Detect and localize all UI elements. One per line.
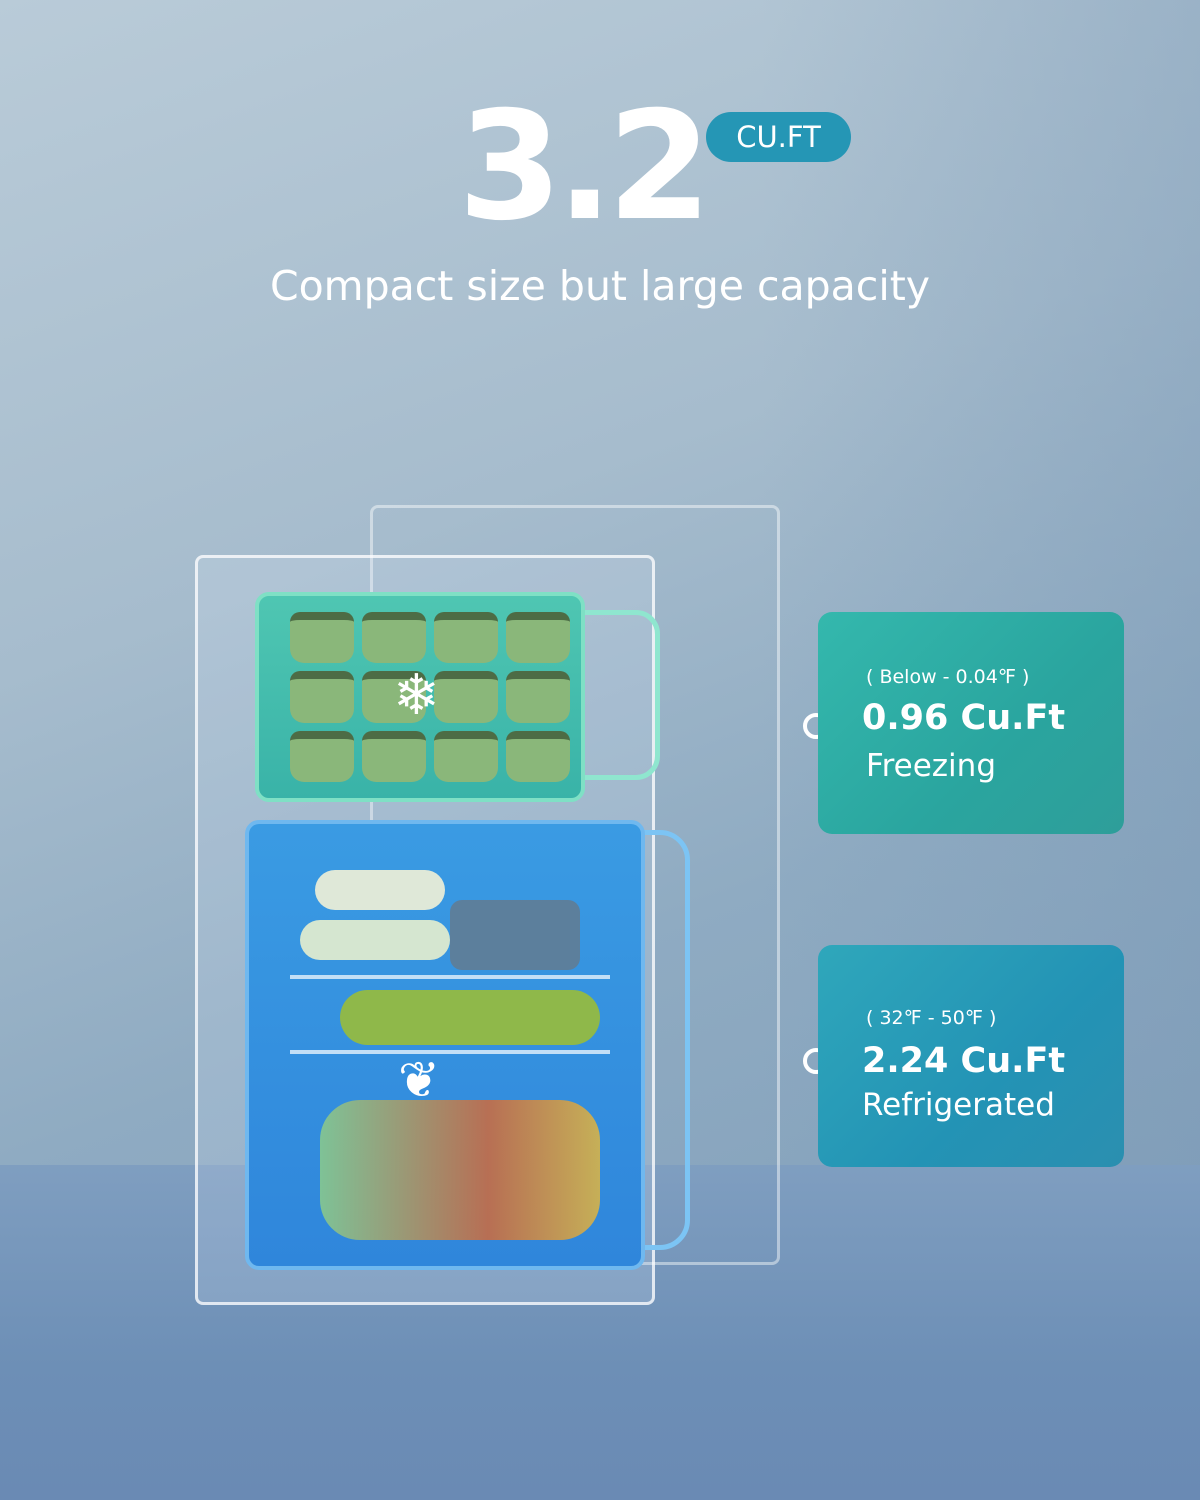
vegetables (320, 1100, 600, 1240)
freezer-info-card: ( Below - 0.04℉ ) 0.96 Cu.Ft Freezing (818, 612, 1124, 834)
freezer-temperature: ( Below - 0.04℉ ) (866, 666, 1030, 688)
eggs (300, 920, 450, 960)
shelf (290, 975, 610, 979)
fridge-label: Refrigerated (862, 1087, 1055, 1123)
freezer-capacity: 0.96 Cu.Ft (862, 698, 1066, 738)
ice-cream-cups (290, 612, 570, 782)
fridge-temperature: ( 32℉ - 50℉ ) (866, 1007, 997, 1029)
fruits (340, 990, 600, 1045)
eggs (315, 870, 445, 910)
containers (450, 900, 580, 970)
unit-badge: CU.FT (706, 112, 851, 162)
fridge-info-card: ( 32℉ - 50℉ ) 2.24 Cu.Ft Refrigerated (818, 945, 1124, 1167)
freezer-label: Freezing (866, 748, 996, 784)
leaf-icon: ❦ (398, 1051, 440, 1109)
fridge-capacity: 2.24 Cu.Ft (862, 1041, 1066, 1081)
shelf (290, 1050, 610, 1054)
snowflake-icon: ❄ (393, 663, 440, 728)
total-capacity-value: 3.2 (458, 80, 712, 254)
subtitle: Compact size but large capacity (269, 262, 931, 310)
